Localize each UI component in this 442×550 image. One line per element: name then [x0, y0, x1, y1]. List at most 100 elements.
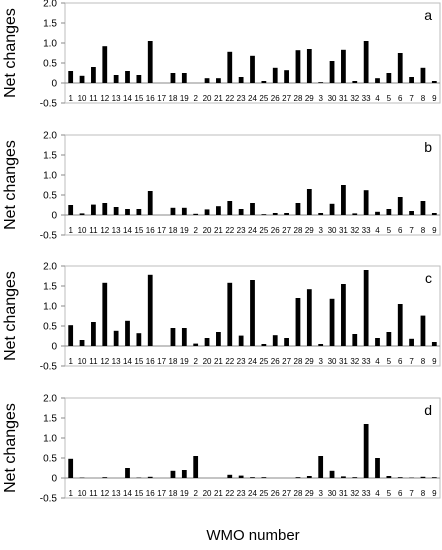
data-bar [261, 81, 267, 83]
data-bar [181, 73, 187, 83]
x-category-label: 24 [248, 94, 257, 103]
data-bar [318, 82, 324, 83]
x-category-label: 13 [112, 94, 121, 103]
x-category-label: 11 [89, 94, 98, 103]
plot-frame [64, 134, 441, 236]
y-tick-label: 1.0 [43, 302, 57, 313]
data-bar [238, 77, 244, 83]
data-bar [204, 338, 210, 346]
data-bar [363, 270, 369, 346]
x-category-label: 31 [339, 489, 348, 498]
data-bar [341, 185, 346, 215]
data-bar [420, 67, 426, 83]
data-bar [386, 73, 392, 83]
data-bar [284, 338, 289, 346]
y-tick-label: 0 [51, 474, 57, 485]
x-axis-title: WMO number [206, 527, 299, 544]
x-category-label: 17 [157, 489, 166, 498]
data-bar [68, 205, 74, 215]
panel-label: a [424, 7, 432, 23]
chart-panel-b: -0.500.51.01.52.01 10 11 12 13 14 15 16 17 18 19 2 2… [2, 131, 441, 242]
chart-panels: -0.500.51.01.52.01 10 11 12 13 14 15 16 17 18 19 2 2… [2, 0, 441, 505]
y-tick-label: 0 [51, 79, 57, 90]
data-bar [193, 456, 199, 478]
x-category-label: 27 [282, 489, 291, 498]
data-bar [170, 328, 176, 346]
x-category-label: 2 [193, 357, 198, 366]
y-tick-label: 2.0 [43, 131, 57, 142]
y-axis-title: Net changes [2, 8, 19, 98]
x-category-label: 11 [89, 226, 98, 235]
x-category-label: 23 [237, 226, 246, 235]
plot-frame [64, 397, 441, 499]
data-bar [375, 458, 380, 478]
y-tick-label: -0.5 [40, 494, 58, 505]
x-category-label: 8 [421, 94, 426, 103]
data-bar [250, 203, 255, 215]
x-category-label: 25 [259, 489, 268, 498]
x-category-label: 1 [68, 489, 73, 498]
y-tick-label: 0.5 [43, 191, 57, 202]
x-category-label: 4 [375, 94, 380, 103]
x-category-label: 10 [78, 357, 87, 366]
data-bar [102, 477, 108, 478]
x-category-label: 32 [350, 489, 359, 498]
x-category-label: 20 [203, 489, 212, 498]
panel-label: b [424, 139, 432, 155]
data-bar [306, 476, 312, 478]
x-category-label: 22 [225, 489, 234, 498]
chart-panel-d: -0.500.51.01.52.01 10 11 12 13 14 15 16 17 18 19 2 2… [2, 394, 441, 505]
x-category-label: 6 [398, 489, 403, 498]
x-category-label: 13 [112, 226, 121, 235]
x-category-label: 7 [409, 357, 414, 366]
x-category-label: 20 [203, 226, 212, 235]
x-category-label: 5 [387, 489, 392, 498]
x-category-label: 16 [146, 357, 155, 366]
x-category-label: 21 [214, 489, 223, 498]
x-category-label: 30 [328, 357, 337, 366]
x-category-label: 16 [146, 94, 155, 103]
data-bar [68, 325, 74, 346]
x-category-label: 10 [78, 94, 87, 103]
data-bar [216, 78, 221, 83]
x-category-label: 6 [398, 357, 403, 366]
data-bar [341, 284, 346, 346]
data-bar [125, 468, 130, 478]
data-bar [204, 209, 210, 215]
y-tick-label: 0.5 [43, 454, 57, 465]
y-tick-label: 0.5 [43, 322, 57, 333]
x-category-label: 14 [123, 226, 132, 235]
x-category-label: 27 [282, 357, 291, 366]
data-bar [147, 274, 153, 346]
x-category-label: 28 [294, 357, 303, 366]
data-bar [431, 213, 437, 215]
y-tick-label: 2.0 [43, 262, 57, 273]
y-axis-title: Net changes [2, 403, 19, 493]
x-category-label: 19 [180, 489, 189, 498]
data-bar [170, 470, 176, 478]
x-category-label: 13 [112, 489, 121, 498]
data-bar [68, 71, 74, 83]
x-category-label: 29 [305, 357, 314, 366]
y-tick-label: -0.5 [40, 99, 58, 110]
x-category-label: 24 [248, 226, 257, 235]
x-category-label: 12 [100, 226, 109, 235]
x-category-label: 27 [282, 94, 291, 103]
x-category-label: 2 [193, 226, 198, 235]
x-category-label: 13 [112, 357, 121, 366]
x-category-label: 6 [398, 94, 403, 103]
x-category-label: 23 [237, 489, 246, 498]
data-bar [181, 328, 187, 346]
x-category-label: 29 [305, 489, 314, 498]
data-bar [227, 282, 233, 346]
x-category-label: 17 [157, 226, 166, 235]
x-category-label: 19 [180, 94, 189, 103]
chart-panel-c: -0.500.51.01.52.01 10 11 12 13 14 15 16 17 18 19 2 2… [2, 262, 441, 373]
data-bar [318, 213, 324, 215]
data-bar [170, 73, 176, 83]
x-category-label: 31 [339, 226, 348, 235]
x-category-label: 30 [328, 489, 337, 498]
data-bar [193, 343, 199, 346]
y-tick-label: 1.5 [43, 282, 57, 293]
y-tick-label: 1.5 [43, 414, 57, 425]
